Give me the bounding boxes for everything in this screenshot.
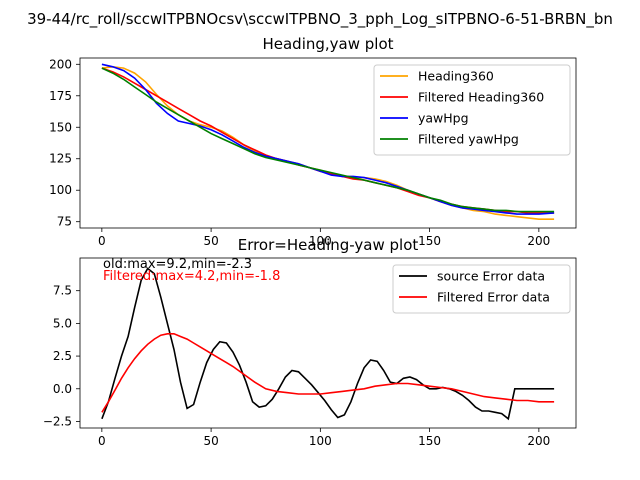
y-tick-label: 150 [49, 120, 72, 134]
x-tick-label: 150 [418, 434, 441, 448]
x-tick-label: 100 [309, 234, 332, 248]
series-line-2 [101, 63, 555, 215]
y-tick-label: 7.5 [53, 284, 72, 298]
error-old-annotation: old:max=9.2,min=-2.3 [103, 257, 252, 272]
y-tick-label: 175 [49, 89, 72, 103]
legend-label: Filtered Heading360 [418, 90, 544, 105]
error-title: Error=Heading-yaw plot [238, 236, 419, 254]
series-line-3 [101, 67, 555, 213]
heading-yaw-subplot: Heading,yaw plot 0 50 100 150 200 75 100 125 150… [49, 35, 577, 248]
x-tick-label: 0 [98, 234, 106, 248]
series-line-0 [101, 267, 555, 421]
error-subplot: 0 50 100 150 200 −2.5 0.0 2.5 5.0 7.5 Error=Headi… [43, 236, 577, 448]
error-axes-frame [79, 257, 577, 429]
legend-label: Heading360 [418, 69, 494, 84]
error-legend: source Error data Filtered Error data [392, 264, 571, 314]
error-filtered-annotation: Filtered:max=4.2,min=-1.8 [103, 269, 280, 284]
legend-box [392, 264, 571, 314]
y-tick-label: 2.5 [53, 349, 72, 363]
legend-label: Filtered yawHpg [418, 132, 519, 147]
x-tick-label: 0 [98, 434, 106, 448]
x-tick-label: 50 [203, 434, 218, 448]
y-tick-label: 200 [49, 57, 72, 71]
y-tick-label: −2.5 [43, 414, 72, 428]
legend-label: source Error data [437, 269, 545, 284]
heading-yaw-axes-frame [79, 57, 577, 229]
x-tick-label: 100 [309, 434, 332, 448]
heading-yaw-series-group [101, 63, 555, 220]
y-tick-label: 125 [49, 152, 72, 166]
y-tick-label: 0.0 [53, 382, 72, 396]
legend-label: yawHpg [418, 111, 469, 126]
error-ticks: 0 50 100 150 200 −2.5 0.0 2.5 5.0 7.5 [43, 284, 550, 448]
y-tick-label: 5.0 [53, 316, 72, 330]
heading-yaw-ticks: 0 50 100 150 200 75 100 125 150 175 200 [49, 57, 550, 248]
figure-suptitle: 39-44/rc_roll/sccwITPBNOcsv\sccwITPBNO_3… [27, 10, 613, 29]
y-tick-label: 75 [57, 215, 72, 229]
y-tick-label: 100 [49, 183, 72, 197]
legend-box [373, 64, 571, 156]
x-tick-label: 150 [418, 234, 441, 248]
series-line-1 [101, 333, 555, 413]
x-tick-label: 50 [203, 234, 218, 248]
x-tick-label: 200 [527, 434, 550, 448]
heading-yaw-legend: Heading360 Filtered Heading360 yawHpg Filte… [373, 64, 571, 156]
error-series-group [101, 267, 555, 421]
legend-label: Filtered Error data [437, 290, 550, 305]
heading-yaw-title: Heading,yaw plot [262, 35, 393, 53]
x-tick-label: 200 [527, 234, 550, 248]
